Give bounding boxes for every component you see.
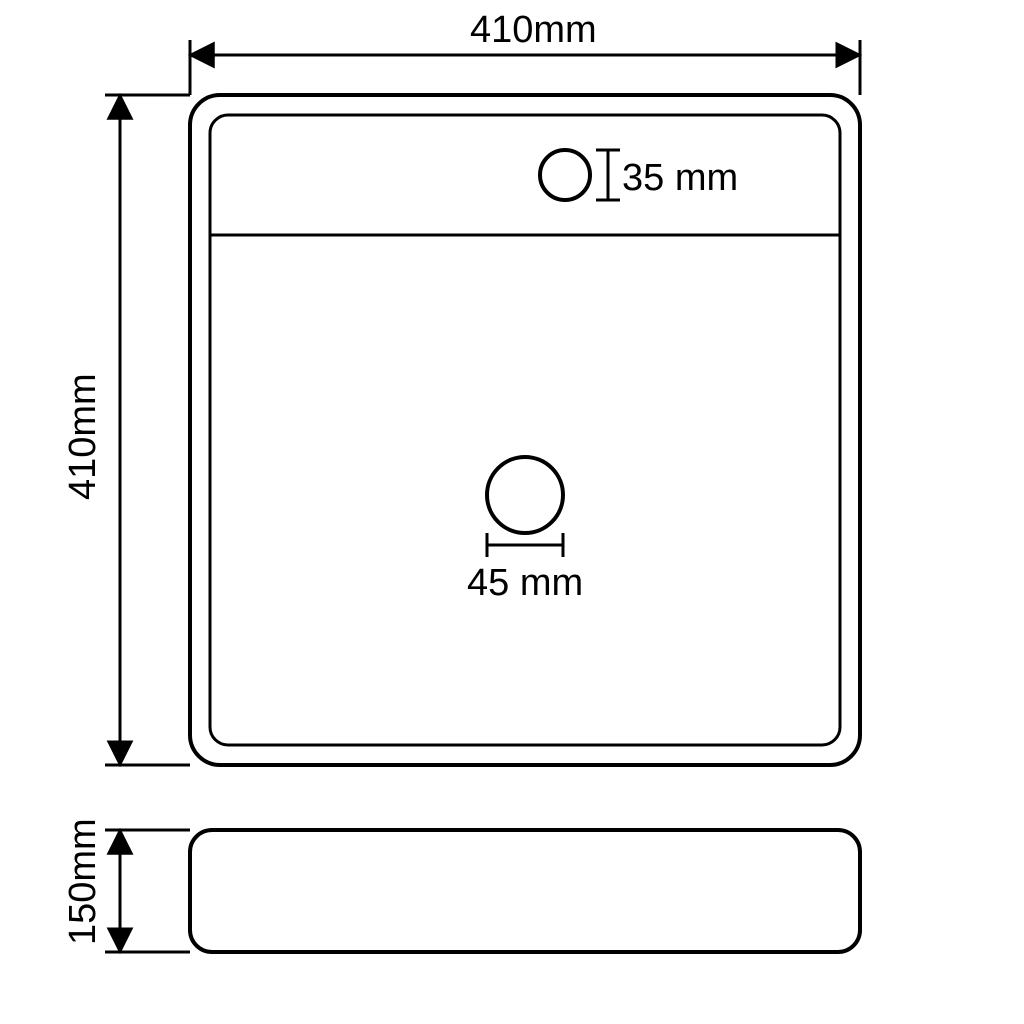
dim-side-height-label: 150mm bbox=[62, 818, 104, 945]
basin-outer bbox=[190, 95, 860, 765]
technical-drawing: 410mm 410mm 150mm 35 mm 45 mm bbox=[0, 0, 1024, 1024]
dim-width-top-label: 410mm bbox=[470, 9, 597, 51]
side-view bbox=[190, 830, 860, 952]
dim-drain-label: 45 mm bbox=[467, 562, 583, 604]
faucet-hole bbox=[540, 150, 590, 200]
basin-inner bbox=[210, 115, 840, 745]
basin-side bbox=[190, 830, 860, 952]
dim-height-left-label: 410mm bbox=[62, 373, 104, 500]
dim-height-left: 410mm bbox=[62, 95, 190, 765]
dim-side-height: 150mm bbox=[62, 818, 190, 952]
drain-hole bbox=[487, 457, 563, 533]
dim-faucet-hole: 35 mm bbox=[596, 150, 738, 200]
dim-drain-hole: 45 mm bbox=[467, 533, 583, 604]
dim-faucet-label: 35 mm bbox=[622, 157, 738, 199]
top-view bbox=[190, 95, 860, 765]
dim-width-top: 410mm bbox=[190, 9, 860, 95]
